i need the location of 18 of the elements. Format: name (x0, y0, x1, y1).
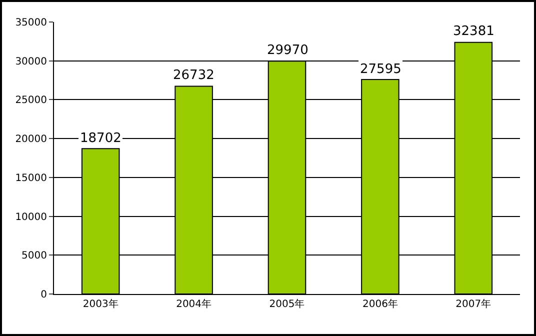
x-tick-label: 2003年 (82, 298, 118, 310)
data-label: 26732 (173, 68, 214, 83)
y-tick-label: 35000 (15, 18, 47, 28)
x-tick-label: 2004年 (176, 298, 212, 310)
y-tick-label: 20000 (15, 134, 47, 146)
y-tick-label: 10000 (15, 212, 47, 223)
data-label: 27595 (360, 62, 402, 77)
data-label: 32381 (453, 24, 494, 39)
y-tick-label: 30000 (15, 56, 47, 68)
y-tick-label: 15000 (15, 172, 47, 184)
data-label: 29970 (267, 43, 308, 58)
x-tick-label: 2007年 (456, 298, 492, 310)
y-tick-label: 5000 (22, 250, 47, 262)
x-tick-label: 2006年 (362, 298, 398, 310)
y-tick-label: 25000 (15, 95, 47, 106)
x-tick-label: 2005年 (269, 298, 305, 310)
y-tick-label: 0 (40, 290, 47, 300)
data-label: 18702 (80, 131, 122, 146)
